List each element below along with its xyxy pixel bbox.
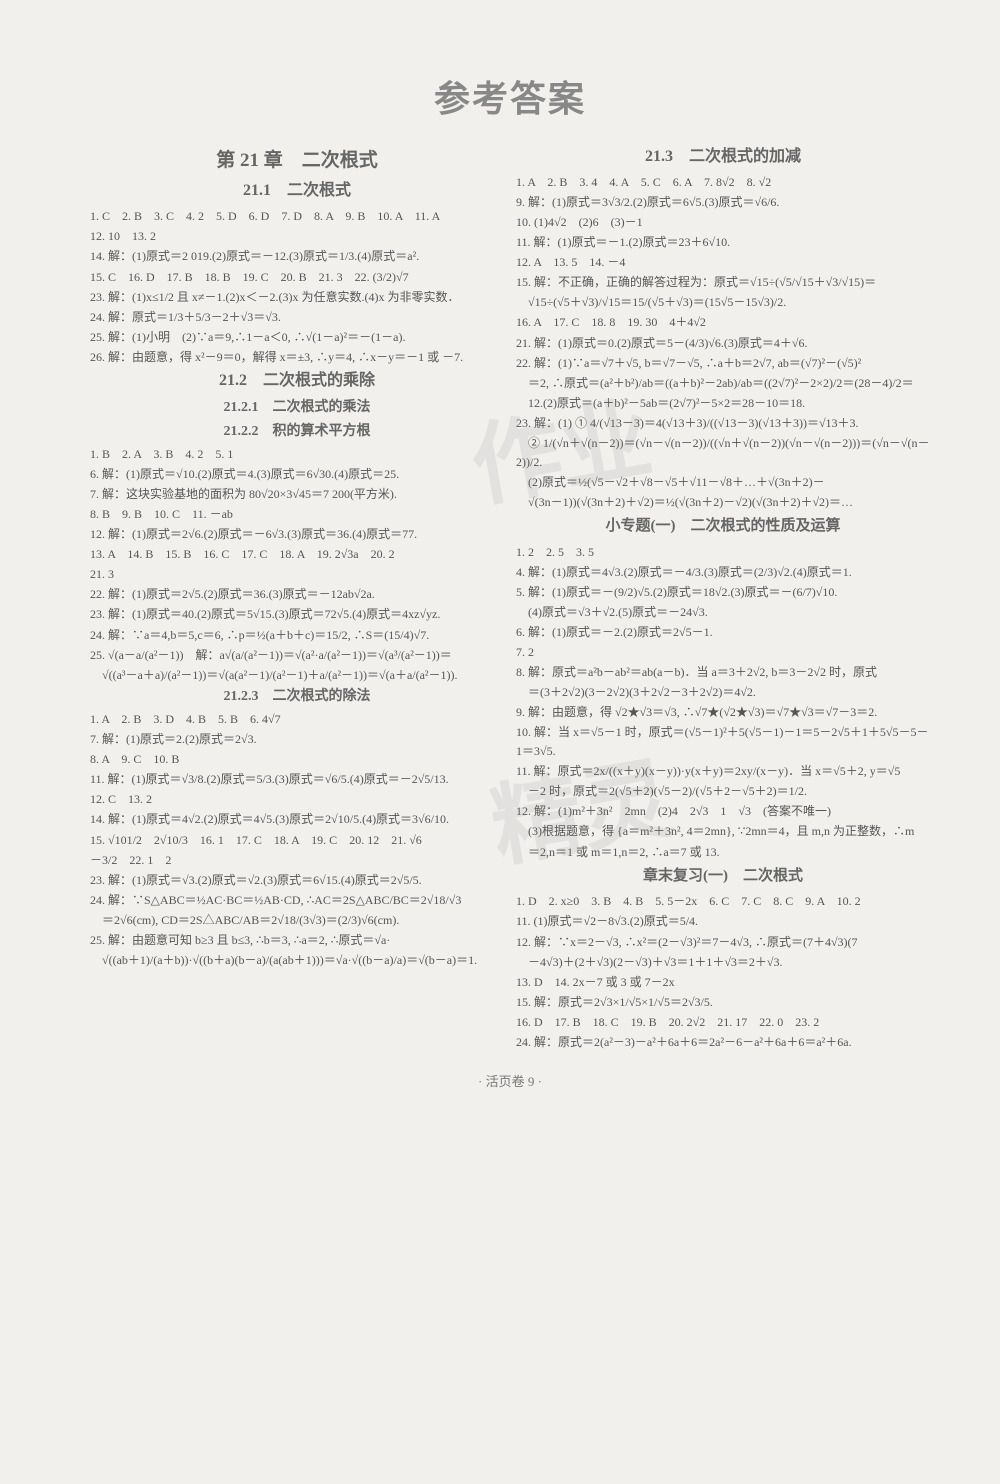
answer-line: (3)根据题意，得 {a＝m²＋3n², 4＝2mn}, ∵2mn＝4，且 m,… [516, 822, 930, 841]
answer-line: 14. 解：(1)原式＝4√2.(2)原式＝4√5.(3)原式＝2√10/5.(… [90, 810, 504, 829]
answer-line: ＝(3＋2√2)(3－2√2)(3＋2√2－3＋2√2)＝4√2. [516, 683, 930, 702]
answer-line: 6. 解：(1)原式＝√10.(2)原式＝4.(3)原式＝6√30.(4)原式＝… [90, 465, 504, 484]
answer-line: 8. 解：原式＝a²b－ab²＝ab(a－b)．当 a＝3＋2√2, b＝3－2… [516, 663, 930, 682]
answer-line: 13. A 14. B 15. B 16. C 17. C 18. A 19. … [90, 545, 504, 564]
answer-line: 25. 解：由题意可知 b≥3 且 b≤3, ∴b＝3, ∴a＝2, ∴原式＝√… [90, 931, 504, 950]
answer-line: 8. A 9. C 10. B [90, 750, 504, 769]
answer-line: 6. 解：(1)原式＝－2.(2)原式＝2√5－1. [516, 623, 930, 642]
section-21-3-title: 21.3 二次根式的加减 [516, 145, 930, 170]
answer-line: 5. 解：(1)原式＝－(9/2)√5.(2)原式＝18√2.(3)原式＝－(6… [516, 583, 930, 602]
section-21-2-2-title: 21.2.2 积的算术平方根 [90, 421, 504, 443]
chapter-title: 第 21 章 二次根式 [90, 146, 504, 175]
answer-line: 23. 解：(1) ① 4/(√13－3)＝4(√13＋3)/((√13－3)(… [516, 414, 930, 433]
answer-line: 7. 解：这块实验基地的面积为 80√20×3√45＝7 200(平方米). [90, 485, 504, 504]
answer-line: 24. 解：原式＝1/3＋5/3－2＋√3＝√3. [90, 308, 504, 327]
answer-line: 24. 解：∵a＝4,b＝5,c＝6, ∴p＝½(a＋b＋c)＝15/2, ∴S… [90, 626, 504, 645]
answer-line: 1. B 2. A 3. B 4. 2 5. 1 [90, 445, 504, 464]
answer-line: ＝2, ∴原式＝(a²＋b²)/ab＝((a＋b)²－2ab)/ab＝((2√7… [516, 374, 930, 393]
answer-line: 15. 解：原式＝2√3×1/√5×1/√5＝2√3/5. [516, 993, 930, 1012]
answer-line: (4)原式＝√3＋√2.(5)原式＝－24√3. [516, 603, 930, 622]
answer-line: 1. 2 2. 5 3. 5 [516, 543, 930, 562]
answer-line: 15. 解：不正确，正确的解答过程为：原式＝√15÷(√5/√15＋√3/√15… [516, 273, 930, 292]
answer-line: 9. 解：由题意，得 √2★√3＝√3, ∴√7★(√2★√3)＝√7★√3＝√… [516, 703, 930, 722]
answer-line: 21. 3 [90, 565, 504, 584]
small-topic-title: 小专题(一) 二次根式的性质及运算 [516, 515, 930, 538]
answer-line: 24. 解：∵S△ABC＝½AC·BC＝½AB·CD, ∴AC＝2S△ABC/B… [90, 891, 504, 910]
answer-line: 11. 解：(1)原式＝√3/8.(2)原式＝5/3.(3)原式＝√6/5.(4… [90, 770, 504, 789]
answer-line: √(3n－1))(√(3n＋2)＋√2)＝½(√(3n＋2)－√2)(√(3n＋… [516, 493, 930, 512]
answer-line: ＝2√6(cm), CD＝2S△ABC/AB＝2√18/(3√3)＝(2/3)√… [90, 911, 504, 930]
section-21-2-title: 21.2 二次根式的乘除 [90, 369, 504, 394]
answer-line: －4√3)＋(2＋√3)(2－√3)＋√3＝1＋1＋√3＝2＋√3. [516, 953, 930, 972]
answer-line: 10. 解：当 x＝√5－1 时，原式＝(√5－1)²＋5(√5－1)－1＝5－… [516, 723, 930, 760]
answer-line: 4. 解：(1)原式＝4√3.(2)原式＝－4/3.(3)原式＝(2/3)√2.… [516, 563, 930, 582]
answer-line: √((a³－a＋a)/(a²－1))＝√(a(a²－1)/(a²－1)＋a/(a… [90, 666, 504, 685]
two-column-layout: 第 21 章 二次根式 21.1 二次根式 1. C 2. B 3. C 4. … [90, 142, 930, 1053]
answer-line: －3/2 22. 1 2 [90, 851, 504, 870]
answer-line: －2 时，原式＝2(√5＋2)(√5－2)/(√5＋2－√5＋2)＝1/2. [516, 782, 930, 801]
page-title: 参考答案 [90, 70, 930, 122]
answer-line: 12.(2)原式＝(a＋b)²－5ab＝(2√7)²－5×2＝28－10＝18. [516, 394, 930, 413]
answer-line: 11. (1)原式＝√2－8√3.(2)原式＝5/4. [516, 912, 930, 931]
section-21-1-title: 21.1 二次根式 [90, 179, 504, 204]
answer-line: 11. 解：原式＝2x/((x＋y)(x－y))·y(x＋y)＝2xy/(x－y… [516, 762, 930, 781]
section-21-2-3-title: 21.2.3 二次根式的除法 [90, 686, 504, 708]
answer-line: 10. (1)4√2 (2)6 (3)－1 [516, 213, 930, 232]
answer-line: 23. 解：(1)原式＝40.(2)原式＝5√15.(3)原式＝72√5.(4)… [90, 605, 504, 624]
answer-line: ＝2,n＝1 或 m＝1,n＝2, ∴a＝7 或 13. [516, 843, 930, 862]
answer-line: 22. 解：(1)∵a＝√7＋√5, b＝√7－√5, ∴a＋b＝2√7, ab… [516, 354, 930, 373]
answer-line: 12. C 13. 2 [90, 790, 504, 809]
answer-line: 16. A 17. C 18. 8 19. 30 4＋4√2 [516, 313, 930, 332]
answer-line: 23. 解：(1)x≤1/2 且 x≠－1.(2)x＜－2.(3)x 为任意实数… [90, 288, 504, 307]
answer-line: 21. 解：(1)原式＝0.(2)原式＝5－(4/3)√6.(3)原式＝4＋√6… [516, 334, 930, 353]
answer-line: √15÷(√5＋√3)/√15＝15/(√5＋√3)＝(15√5－15√3)/2… [516, 293, 930, 312]
answer-line: 1. D 2. x≥0 3. B 4. B 5. 5－2x 6. C 7. C … [516, 892, 930, 911]
answer-line: 12. 10 13. 2 [90, 227, 504, 246]
answer-line: 15. √101/2 2√10/3 16. 1 17. C 18. A 19. … [90, 831, 504, 850]
answer-line: 22. 解：(1)原式＝2√5.(2)原式＝36.(3)原式＝－12ab√2a. [90, 585, 504, 604]
answer-line: 15. C 16. D 17. B 18. B 19. C 20. B 21. … [90, 268, 504, 287]
answer-line: 1. A 2. B 3. 4 4. A 5. C 6. A 7. 8√2 8. … [516, 173, 930, 192]
answer-line: 12. 解：(1)m²＋3n² 2mn (2)4 2√3 1 √3 (答案不唯一… [516, 802, 930, 821]
answer-line: 25. 解：(1)小明 (2)∵a＝9,∴1－a＜0, ∴√(1－a)²＝－(1… [90, 328, 504, 347]
answer-line: 12. A 13. 5 14. －4 [516, 253, 930, 272]
answer-line: 8. B 9. B 10. C 11. －ab [90, 505, 504, 524]
answer-line: 9. 解：(1)原式＝3√3/2.(2)原式＝6√5.(3)原式＝√6/6. [516, 193, 930, 212]
answer-line: 16. D 17. B 18. C 19. B 20. 2√2 21. 17 2… [516, 1013, 930, 1032]
answer-line: 1. C 2. B 3. C 4. 2 5. D 6. D 7. D 8. A … [90, 207, 504, 226]
answer-line: 24. 解：原式＝2(a²－3)－a²＋6a＋6＝2a²－6－a²＋6a＋6＝a… [516, 1033, 930, 1052]
answer-line: ② 1/(√n＋√(n－2))＝(√n－√(n－2))/((√n＋√(n－2))… [516, 434, 930, 471]
section-21-2-1-title: 21.2.1 二次根式的乘法 [90, 397, 504, 419]
answer-line: 25. √(a－a/(a²－1)) 解：a√(a/(a²－1))＝√(a²·a/… [90, 646, 504, 665]
left-column: 第 21 章 二次根式 21.1 二次根式 1. C 2. B 3. C 4. … [90, 142, 504, 1053]
page-footer: · 活页卷 9 · [90, 1071, 930, 1090]
answer-line: 11. 解：(1)原式＝－1.(2)原式＝23＋6√10. [516, 233, 930, 252]
answer-line: √((ab＋1)/(a＋b))·√((b＋a)(b－a)/(a(ab＋1)))＝… [90, 951, 504, 970]
answer-line: 12. 解：(1)原式＝2√6.(2)原式＝－6√3.(3)原式＝36.(4)原… [90, 525, 504, 544]
answer-line: 1. A 2. B 3. D 4. B 5. B 6. 4√7 [90, 710, 504, 729]
right-column: 21.3 二次根式的加减 1. A 2. B 3. 4 4. A 5. C 6.… [516, 142, 930, 1053]
answer-line: 12. 解：∵x＝2－√3, ∴x²＝(2－√3)²＝7－4√3, ∴原式＝(7… [516, 933, 930, 952]
answer-line: 7. 解：(1)原式＝2.(2)原式＝2√3. [90, 730, 504, 749]
answer-line: 26. 解：由题意，得 x²－9＝0，解得 x＝±3, ∴y＝4, ∴x－y＝－… [90, 348, 504, 367]
answer-line: (2)原式＝½(√5－√2＋√8－√5＋√11－√8＋…＋√(3n＋2)－ [516, 473, 930, 492]
answer-line: 14. 解：(1)原式＝2 019.(2)原式＝－12.(3)原式＝1/3.(4… [90, 247, 504, 266]
answer-line: 13. D 14. 2x－7 或 3 或 7－2x [516, 973, 930, 992]
answer-line: 23. 解：(1)原式＝√3.(2)原式＝√2.(3)原式＝6√15.(4)原式… [90, 871, 504, 890]
chapter-review-title: 章末复习(一) 二次根式 [516, 865, 930, 888]
answer-line: 7. 2 [516, 643, 930, 662]
